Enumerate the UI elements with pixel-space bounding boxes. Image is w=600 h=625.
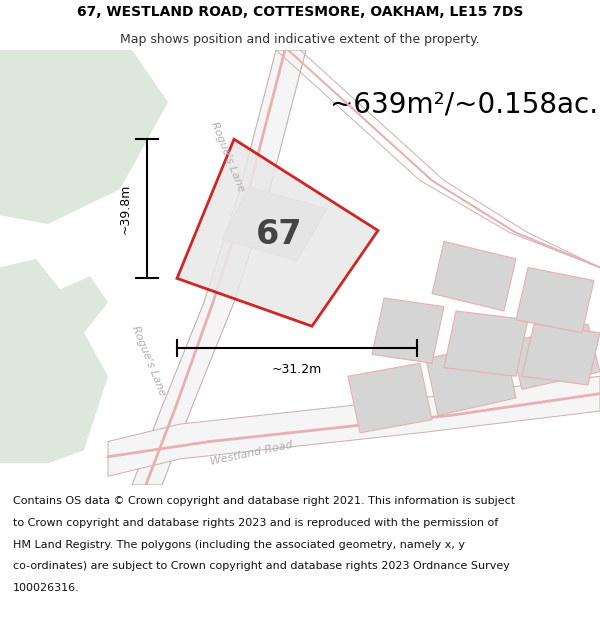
Polygon shape <box>132 50 306 485</box>
Polygon shape <box>510 324 600 389</box>
Polygon shape <box>426 341 516 416</box>
Text: to Crown copyright and database rights 2023 and is reproduced with the permissio: to Crown copyright and database rights 2… <box>13 518 499 528</box>
Polygon shape <box>0 50 168 224</box>
Polygon shape <box>177 139 378 326</box>
Polygon shape <box>444 311 528 376</box>
Text: 67: 67 <box>256 218 302 251</box>
Text: HM Land Registry. The polygons (including the associated geometry, namely x, y: HM Land Registry. The polygons (includin… <box>13 539 465 549</box>
Text: ~31.2m: ~31.2m <box>272 363 322 376</box>
Text: Map shows position and indicative extent of the property.: Map shows position and indicative extent… <box>120 34 480 46</box>
Polygon shape <box>0 259 108 463</box>
Text: Rogue's Lane: Rogue's Lane <box>130 324 167 398</box>
Polygon shape <box>348 363 432 432</box>
Polygon shape <box>516 268 594 332</box>
Text: 67, WESTLAND ROAD, COTTESMORE, OAKHAM, LE15 7DS: 67, WESTLAND ROAD, COTTESMORE, OAKHAM, L… <box>77 6 523 19</box>
Polygon shape <box>108 376 600 476</box>
Polygon shape <box>432 241 516 311</box>
Text: Westland Road: Westland Road <box>210 440 294 468</box>
Text: ~639m²/~0.158ac.: ~639m²/~0.158ac. <box>330 91 598 118</box>
Polygon shape <box>372 298 444 363</box>
Text: 100026316.: 100026316. <box>13 583 80 593</box>
Polygon shape <box>522 324 600 385</box>
Polygon shape <box>222 187 327 261</box>
Text: Rogue's Lane: Rogue's Lane <box>209 120 247 193</box>
Text: Contains OS data © Crown copyright and database right 2021. This information is : Contains OS data © Crown copyright and d… <box>13 496 515 506</box>
Text: ~39.8m: ~39.8m <box>119 184 132 234</box>
Text: co-ordinates) are subject to Crown copyright and database rights 2023 Ordnance S: co-ordinates) are subject to Crown copyr… <box>13 561 510 571</box>
